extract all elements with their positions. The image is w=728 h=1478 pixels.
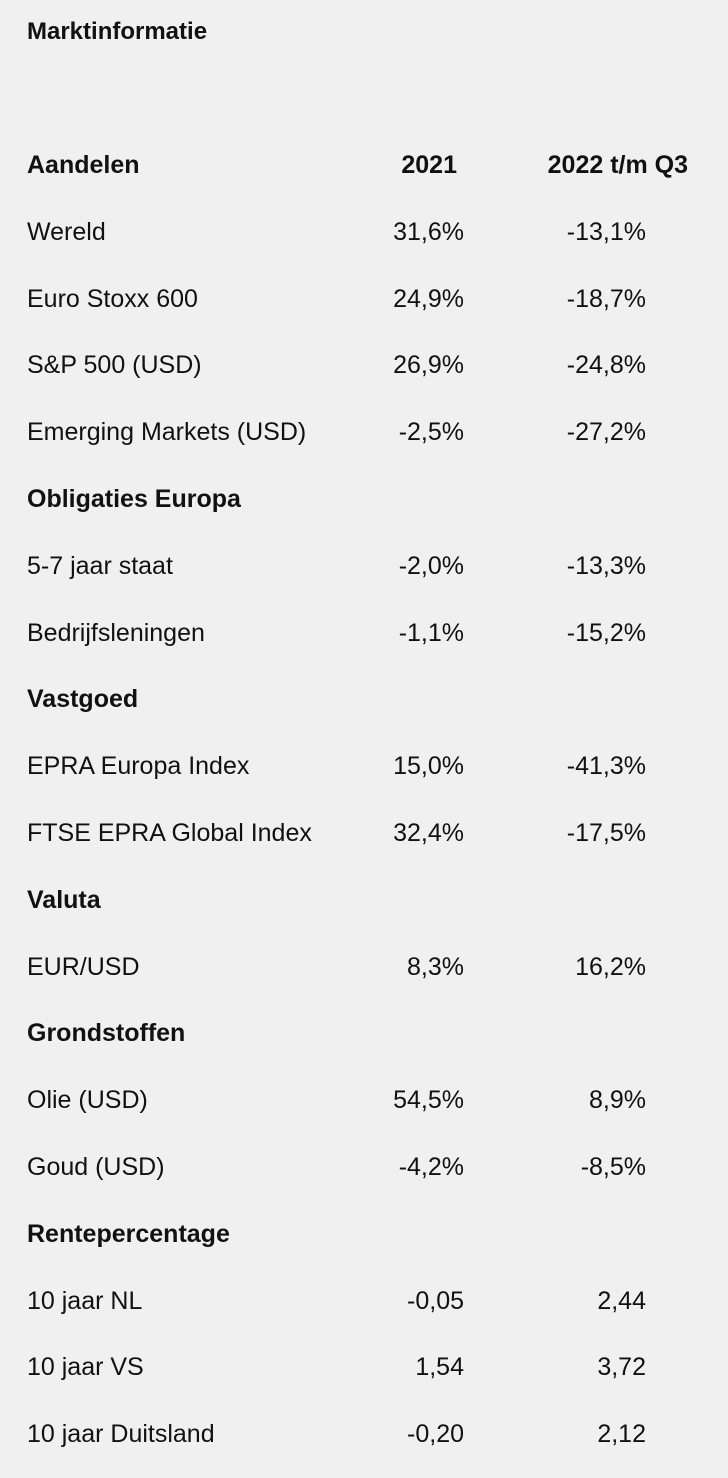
section-title: Rentepercentage — [27, 1219, 230, 1248]
value-2021: 54,5% — [393, 1086, 464, 1115]
header-label: Aandelen — [27, 151, 140, 179]
row-label: Bedrijfsleningen — [27, 618, 205, 647]
table-header-row: Aandelen 2021 2022 t/m Q3 — [0, 132, 728, 199]
value-2022: -8,5% — [580, 1152, 646, 1181]
table-row: Emerging Markets (USD) -2,5% -27,2% — [0, 399, 728, 466]
header-2021: 2021 — [401, 151, 457, 179]
value-2021: -0,20 — [407, 1420, 464, 1449]
value-2022: -13,1% — [566, 217, 646, 246]
row-label: Euro Stoxx 600 — [27, 284, 198, 313]
value-2022: -41,3% — [566, 752, 646, 781]
row-label: Wereld — [27, 217, 106, 246]
market-table: Aandelen 2021 2022 t/m Q3 Wereld 31,6% -… — [0, 132, 728, 1468]
row-label: 10 jaar VS — [27, 1353, 144, 1382]
page-title: Marktinformatie — [27, 18, 208, 45]
table-row: 5-7 jaar staat -2,0% -13,3% — [0, 533, 728, 600]
header-2022-q3: 2022 t/m Q3 — [547, 151, 688, 179]
row-label: 10 jaar NL — [27, 1286, 143, 1315]
value-2021: 32,4% — [393, 818, 464, 847]
section-title: Obligaties Europa — [27, 484, 241, 513]
value-2021: -0,05 — [407, 1286, 464, 1315]
value-2021: 15,0% — [393, 752, 464, 781]
value-2021: 24,9% — [393, 284, 464, 313]
value-2022: -18,7% — [566, 284, 646, 313]
table-row: EUR/USD 8,3% 16,2% — [0, 934, 728, 1001]
section-header-row: Vastgoed — [0, 666, 728, 733]
value-2021: -4,2% — [398, 1152, 464, 1181]
section-header-row: Valuta — [0, 867, 728, 934]
row-label: Emerging Markets (USD) — [27, 418, 307, 447]
row-label: Olie (USD) — [27, 1086, 148, 1115]
table-row: 10 jaar Duitsland -0,20 2,12 — [0, 1401, 728, 1468]
value-2021: 26,9% — [393, 351, 464, 380]
table-row: FTSE EPRA Global Index 32,4% -17,5% — [0, 800, 728, 867]
row-label: EUR/USD — [27, 952, 140, 981]
value-2021: -1,1% — [398, 618, 464, 647]
value-2022: 16,2% — [575, 952, 646, 981]
row-label: 10 jaar Duitsland — [27, 1420, 215, 1449]
row-label: 5-7 jaar staat — [27, 551, 173, 580]
table-row: EPRA Europa Index 15,0% -41,3% — [0, 733, 728, 800]
section-title: Grondstoffen — [27, 1019, 186, 1048]
section-title: Valuta — [27, 885, 101, 914]
table-row: S&P 500 (USD) 26,9% -24,8% — [0, 332, 728, 399]
table-row: 10 jaar VS 1,54 3,72 — [0, 1334, 728, 1401]
table-row: Goud (USD) -4,2% -8,5% — [0, 1134, 728, 1201]
row-label: FTSE EPRA Global Index — [27, 818, 312, 847]
value-2022: 8,9% — [589, 1086, 646, 1115]
section-header-row: Rentepercentage — [0, 1201, 728, 1268]
value-2022: -17,5% — [566, 818, 646, 847]
value-2022: -13,3% — [566, 551, 646, 580]
value-2021: 31,6% — [393, 217, 464, 246]
section-title: Vastgoed — [27, 685, 139, 714]
row-label: EPRA Europa Index — [27, 752, 250, 781]
value-2022: 2,12 — [597, 1420, 646, 1449]
value-2021: 8,3% — [407, 952, 464, 981]
value-2021: 1,54 — [415, 1353, 464, 1382]
value-2021: -2,0% — [398, 551, 464, 580]
value-2022: -15,2% — [566, 618, 646, 647]
row-label: Goud (USD) — [27, 1152, 165, 1181]
value-2022: -27,2% — [566, 418, 646, 447]
table-row: Euro Stoxx 600 24,9% -18,7% — [0, 266, 728, 333]
value-2022: -24,8% — [566, 351, 646, 380]
section-header-row: Obligaties Europa — [0, 466, 728, 533]
value-2021: -2,5% — [398, 418, 464, 447]
value-2022: 3,72 — [597, 1353, 646, 1382]
table-row: 10 jaar NL -0,05 2,44 — [0, 1268, 728, 1335]
section-header-row: Grondstoffen — [0, 1000, 728, 1067]
row-label: S&P 500 (USD) — [27, 351, 202, 380]
table-row: Bedrijfsleningen -1,1% -15,2% — [0, 600, 728, 667]
table-row: Olie (USD) 54,5% 8,9% — [0, 1067, 728, 1134]
table-row: Wereld 31,6% -13,1% — [0, 199, 728, 266]
value-2022: 2,44 — [597, 1286, 646, 1315]
